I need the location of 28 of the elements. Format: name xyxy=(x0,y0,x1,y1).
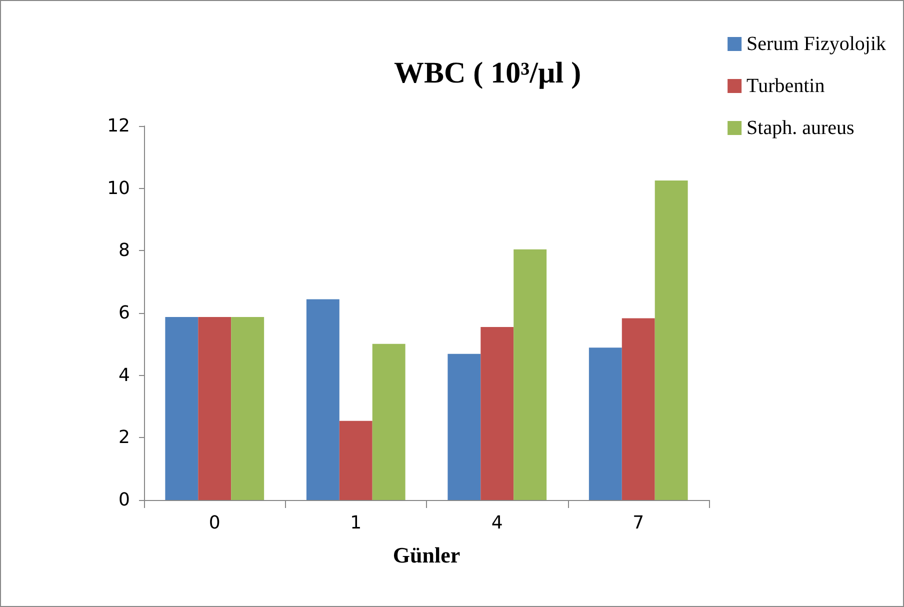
chart-title: WBC ( 10³/µl ) xyxy=(394,56,582,90)
x-tick-label: 7 xyxy=(632,512,644,534)
x-tick-label: 4 xyxy=(491,512,503,534)
bar xyxy=(198,317,232,500)
bar xyxy=(622,318,655,500)
bar xyxy=(588,348,622,500)
bar xyxy=(480,327,514,500)
x-tick-label: 1 xyxy=(350,512,362,534)
y-tick-label: 12 xyxy=(107,116,130,136)
bar xyxy=(372,344,406,500)
y-tick-label: 6 xyxy=(118,302,130,324)
y-tick-label: 0 xyxy=(118,490,130,510)
y-tick-label: 2 xyxy=(118,427,130,448)
bar xyxy=(231,317,264,500)
bar xyxy=(306,299,340,500)
bar xyxy=(165,317,198,500)
legend-label: Turbentin xyxy=(746,75,825,97)
x-axis-title: Günler xyxy=(392,542,460,568)
legend-label: Staph. aureus xyxy=(746,117,855,139)
x-tick-label: 0 xyxy=(208,512,220,534)
legend-label: Serum Fizyolojik xyxy=(746,33,886,55)
y-tick-label: 10 xyxy=(107,178,130,199)
bar xyxy=(654,180,688,500)
y-tick-label: 4 xyxy=(118,364,130,386)
bar xyxy=(339,420,372,500)
bar xyxy=(514,249,547,500)
bar xyxy=(448,354,481,500)
y-tick-label: 8 xyxy=(118,240,130,262)
